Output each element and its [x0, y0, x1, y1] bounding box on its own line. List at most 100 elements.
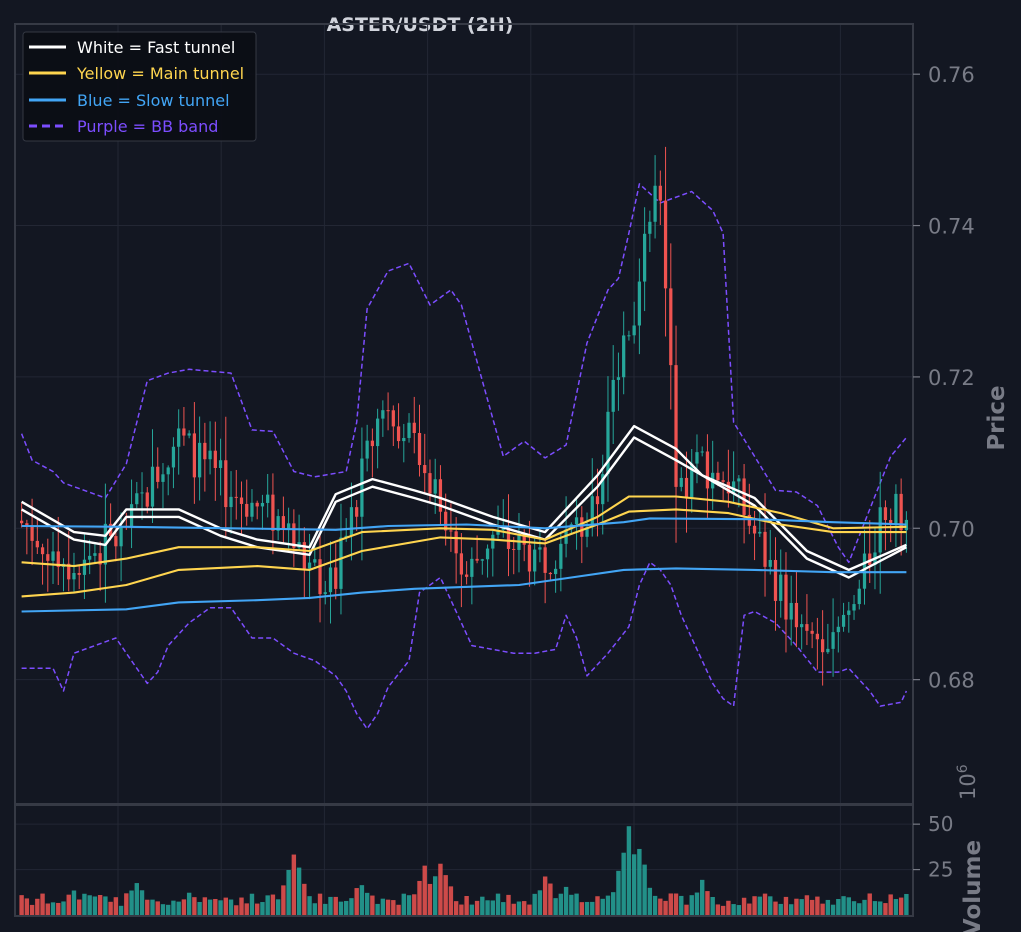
volume-bar	[611, 892, 616, 915]
volume-bar	[375, 903, 380, 915]
candle-body	[580, 517, 584, 537]
volume-bar	[490, 900, 495, 915]
candle-body	[642, 233, 647, 282]
volume-bar	[569, 894, 574, 915]
candle-body	[276, 516, 280, 531]
volume-bar	[762, 893, 768, 915]
volume-bar	[888, 894, 893, 915]
volume-bar	[809, 899, 815, 915]
volume-bar	[783, 896, 789, 915]
volume-bar	[412, 894, 417, 915]
candle-body	[506, 527, 511, 549]
candle-body	[140, 492, 144, 494]
candle-body	[428, 473, 432, 494]
candle-body	[700, 451, 704, 453]
candle-body	[386, 410, 390, 412]
volume-bar	[66, 894, 71, 915]
candle-body	[72, 572, 76, 580]
volume-bar	[166, 904, 171, 915]
candle-body	[391, 410, 395, 427]
volume-bar	[307, 896, 312, 915]
candle-body	[820, 639, 825, 653]
candle-body	[899, 493, 903, 531]
candle-body	[501, 527, 505, 531]
candle-body	[836, 626, 840, 633]
volume-bar	[328, 896, 333, 915]
volume-bar	[344, 900, 349, 915]
volume-axis-label: Volume	[960, 840, 986, 932]
volume-bar	[61, 901, 66, 915]
volume-bar	[317, 893, 323, 915]
volume-bar	[694, 892, 700, 915]
volume-bar	[825, 899, 831, 915]
volume-bar	[364, 892, 370, 915]
main-tunnel-line	[21, 495, 907, 568]
candle-body	[857, 588, 861, 605]
chart-legend: White = Fast tunnel Yellow = Main tunnel…	[22, 31, 257, 142]
candle-body	[313, 559, 317, 563]
volume-bar	[134, 883, 139, 915]
volume-bar	[532, 893, 537, 915]
candle-body	[674, 365, 678, 487]
candle-body	[616, 377, 621, 380]
volume-bar	[893, 899, 899, 915]
volume-bar	[249, 893, 255, 915]
slow-tunnel-line	[21, 517, 907, 531]
volume-bar	[710, 896, 715, 915]
volume-bar	[715, 904, 721, 915]
volume-bar	[542, 876, 548, 915]
volume-bar	[516, 901, 522, 915]
candle-body	[632, 325, 636, 336]
candle-body	[878, 507, 882, 553]
fast-tunnel-line	[20, 424, 907, 572]
legend-item-main: Yellow = Main tunnel	[76, 64, 244, 83]
price-tick-label: 0.70	[928, 517, 975, 541]
candle-body	[35, 540, 39, 548]
candle-body	[255, 502, 259, 507]
candle-body	[538, 547, 542, 550]
volume-bar	[265, 895, 270, 915]
candle-body	[601, 474, 605, 505]
volume-bar	[385, 899, 391, 915]
volume-bar	[160, 904, 166, 915]
volume-bar	[522, 901, 527, 915]
candle-body	[145, 492, 149, 507]
candle-body	[459, 553, 464, 575]
candle-body	[323, 592, 327, 595]
volume-bar	[731, 904, 736, 915]
volume-bar	[228, 899, 234, 915]
volume-bar	[548, 883, 553, 915]
volume-bar	[700, 879, 705, 915]
candle-body	[773, 559, 778, 601]
candle-body	[847, 610, 851, 615]
candle-body	[187, 433, 191, 436]
volume-bar	[485, 900, 490, 915]
candle-body	[758, 531, 762, 534]
volume-panel-frame	[14, 804, 914, 917]
volume-bar	[720, 905, 726, 915]
candle-body	[355, 507, 359, 517]
candle-body	[239, 497, 244, 504]
candle-body	[522, 534, 526, 545]
volume-bar	[705, 891, 710, 915]
volume-bar	[862, 899, 867, 915]
candle-body	[590, 496, 594, 528]
candle-body	[349, 507, 354, 536]
candle-body	[784, 574, 788, 620]
candle-body	[129, 504, 134, 528]
volume-bar	[600, 898, 605, 915]
volume-bar	[417, 880, 422, 915]
volume-bar	[878, 901, 883, 915]
candle-body	[218, 460, 223, 468]
candle-body	[485, 548, 490, 560]
candle-body	[135, 493, 139, 505]
volume-bar	[291, 854, 297, 915]
candle-body	[794, 602, 799, 628]
volume-bar	[652, 895, 658, 915]
volume-bar	[71, 890, 77, 915]
volume-bar	[469, 904, 475, 915]
candle-body	[763, 531, 767, 567]
volume-bar	[616, 870, 621, 915]
volume-bar	[804, 895, 810, 915]
candle-body	[98, 553, 102, 565]
